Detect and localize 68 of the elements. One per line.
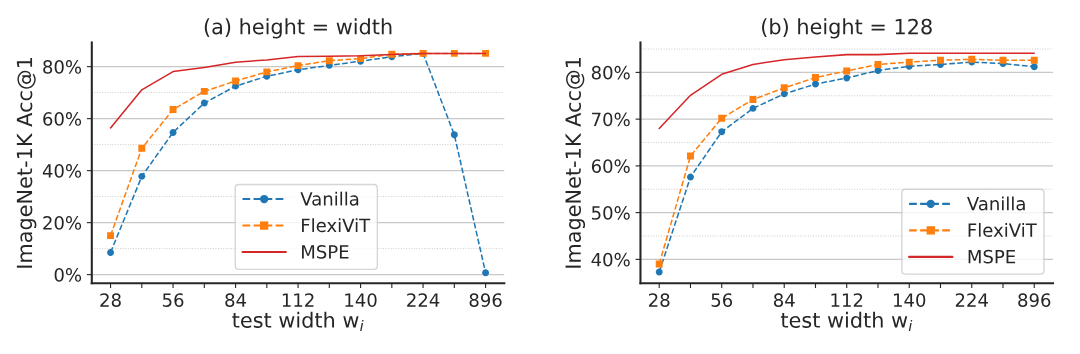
chart-title: (a) height = width [204,18,392,39]
point [107,232,115,240]
point [812,80,819,88]
point [169,128,177,136]
x-tick-label: 224 [407,293,440,307]
point [749,104,757,112]
x-tick-label: 140 [345,293,377,307]
point [687,173,694,181]
legend-label: MSPE [302,244,349,259]
x-axis-title: test width w$_{i}$ [232,311,364,332]
y-tick-label: 60% [43,112,82,126]
legend-label: FlexiViT [302,218,371,233]
point [138,144,146,152]
y-tick-label: 70% [592,112,630,127]
x-tick-label: 84 [773,293,795,307]
point [294,62,302,70]
y-tick-label: 0% [54,268,82,282]
y-tick-label: 40% [42,164,82,178]
x-tick-label: 112 [831,293,863,307]
point [1030,56,1038,64]
x-axis-title: test width w$_{i}$ [780,311,913,332]
point [107,249,115,256]
point [937,56,944,64]
x-tick-label: 896 [469,293,502,307]
y-tick-label: 20% [43,216,82,230]
x-tick-label: 112 [282,293,314,307]
y-tick-label: 80% [591,65,630,80]
y-tick-label: 60% [591,159,630,173]
point [718,128,726,136]
x-tick-label: 896 [1018,293,1051,307]
x-tick-label: 56 [711,293,733,307]
y-tick-label: 50% [592,206,630,220]
x-tick-label: 28 [649,293,670,307]
point [1030,63,1038,71]
y-axis-title: ImageNet-1K Acc@1 [565,57,586,268]
line-series [658,52,1036,130]
x-tick-label: 56 [162,293,184,307]
point [263,68,271,76]
legend-label: Vanilla [300,191,359,206]
y-tick-label: 80% [43,60,82,74]
y-tick-label: 40% [591,252,630,267]
point [200,87,208,95]
point [718,114,726,122]
point [450,131,458,139]
point [780,90,788,98]
x-tick-label: 224 [955,293,988,307]
point [655,260,663,268]
legend-label: Vanilla [967,196,1025,211]
point [325,57,333,65]
point [482,49,490,57]
x-tick-label: 140 [893,293,926,307]
point [200,99,208,107]
point [905,58,913,66]
chart-title: (b) height = 128 [762,18,932,39]
point [812,74,819,82]
point [843,74,851,82]
point [780,84,788,92]
legend-label: MSPE [968,249,1016,264]
legend-label: FlexiViT [968,222,1037,237]
point [687,152,694,160]
point [655,268,663,276]
x-tick-label: 28 [100,293,121,307]
point [232,77,240,85]
x-tick-label: 84 [225,293,247,307]
y-axis-title: ImageNet-1K Acc@1 [16,57,37,268]
point [482,269,490,277]
point [138,172,146,180]
point [169,106,177,114]
